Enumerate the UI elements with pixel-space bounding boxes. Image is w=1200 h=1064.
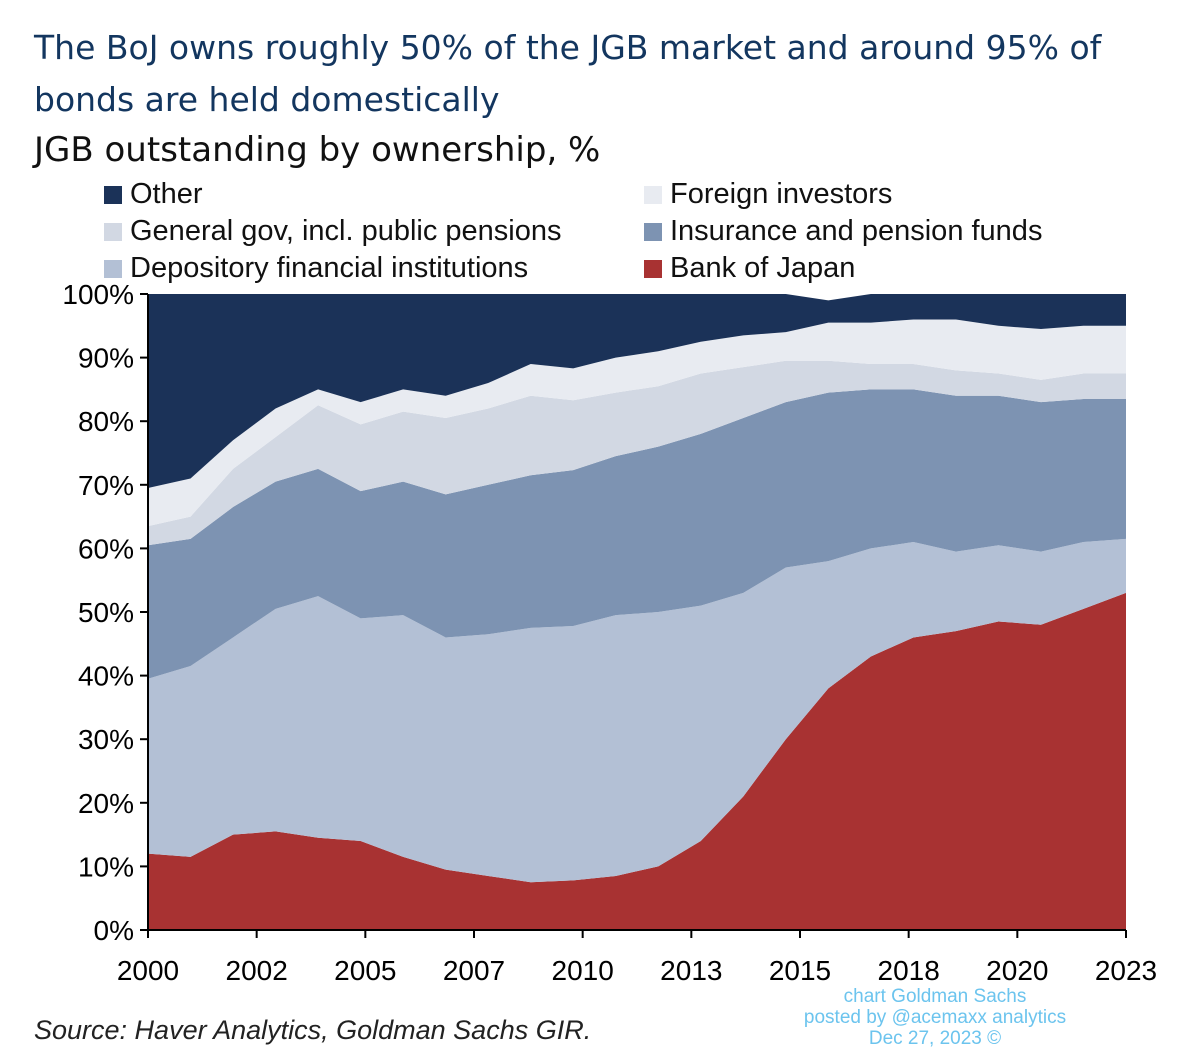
legend-swatch-depository <box>104 259 122 278</box>
y-tick-label: 50% <box>78 597 134 628</box>
legend-item-depository: Depository financial institutions <box>104 252 528 285</box>
source-note: Source: Haver Analytics, Goldman Sachs G… <box>34 1015 592 1045</box>
y-tick-label: 80% <box>78 406 134 437</box>
legend-item-other: Other <box>104 178 203 211</box>
x-tick-label: 2007 <box>443 955 505 986</box>
legend-swatch-other <box>104 185 122 204</box>
y-tick-label: 40% <box>78 661 134 692</box>
legend-label-general-gov: General gov, incl. public pensions <box>130 215 562 247</box>
area-bank-of-japan <box>148 592 1126 930</box>
area-foreign-investors <box>148 319 1126 527</box>
legend-label-foreign-investors: Foreign investors <box>670 178 893 210</box>
legend-swatch-foreign-investors <box>644 185 662 204</box>
credit-line-1: chart Goldman Sachs <box>843 986 1027 1007</box>
credit-note: chart Goldman Sachs posted by @acemaxx a… <box>770 986 1100 1049</box>
y-tick-label: 0% <box>94 915 134 946</box>
legend-item-bank-of-japan: Bank of Japan <box>644 252 855 285</box>
x-tick-label: 2013 <box>660 955 722 986</box>
y-tick-label: 10% <box>78 851 134 882</box>
y-tick-label: 30% <box>78 724 134 755</box>
legend-label-insurance-pension: Insurance and pension funds <box>670 215 1043 247</box>
chart-subtitle: JGB outstanding by ownership, % <box>34 130 601 170</box>
legend-label-depository: Depository financial institutions <box>130 252 529 284</box>
y-tick-label: 60% <box>78 533 134 564</box>
legend-item-general-gov: General gov, incl. public pensions <box>104 215 562 248</box>
x-tick-label: 2010 <box>552 955 614 986</box>
y-tick-label: 20% <box>78 788 134 819</box>
y-tick-label: 90% <box>78 343 134 374</box>
legend-swatch-insurance-pension <box>644 222 662 241</box>
x-tick-label: 2023 <box>1095 955 1157 986</box>
axes: 0% 10% 20% 30% 40% 50% 60% 70% 80% 90% 100% 2000 200… <box>62 279 1157 986</box>
x-tick-label: 2000 <box>117 955 179 986</box>
area-depository-financial-institutions <box>148 538 1126 883</box>
x-tick-label: 2005 <box>334 955 396 986</box>
legend-label-other: Other <box>130 178 203 210</box>
y-tick-label: 70% <box>78 470 134 501</box>
x-tick-label: 2015 <box>769 955 831 986</box>
area-insurance-and-pension-funds <box>148 389 1126 679</box>
x-tick-label: 2020 <box>986 955 1048 986</box>
area-other <box>148 294 1126 488</box>
credit-line-2: posted by @acemaxx analytics <box>803 1007 1067 1028</box>
chart-title: The BoJ owns roughly 50% of the JGB mark… <box>34 28 1102 119</box>
area-layers <box>148 294 1126 930</box>
legend-swatch-bank-of-japan <box>644 259 662 278</box>
x-tick-label: 2002 <box>226 955 288 986</box>
area-general-gov-incl-public-pensions <box>148 360 1126 546</box>
credit-line-3: Dec 27, 2023 © <box>868 1028 1002 1049</box>
y-tick-label: 100% <box>62 279 134 310</box>
legend-label-bank-of-japan: Bank of Japan <box>670 252 856 284</box>
x-tick-label: 2018 <box>878 955 940 986</box>
legend-item-insurance-pension: Insurance and pension funds <box>644 215 1042 248</box>
legend-swatch-general-gov <box>104 222 122 241</box>
legend-item-foreign-investors: Foreign investors <box>644 178 892 211</box>
